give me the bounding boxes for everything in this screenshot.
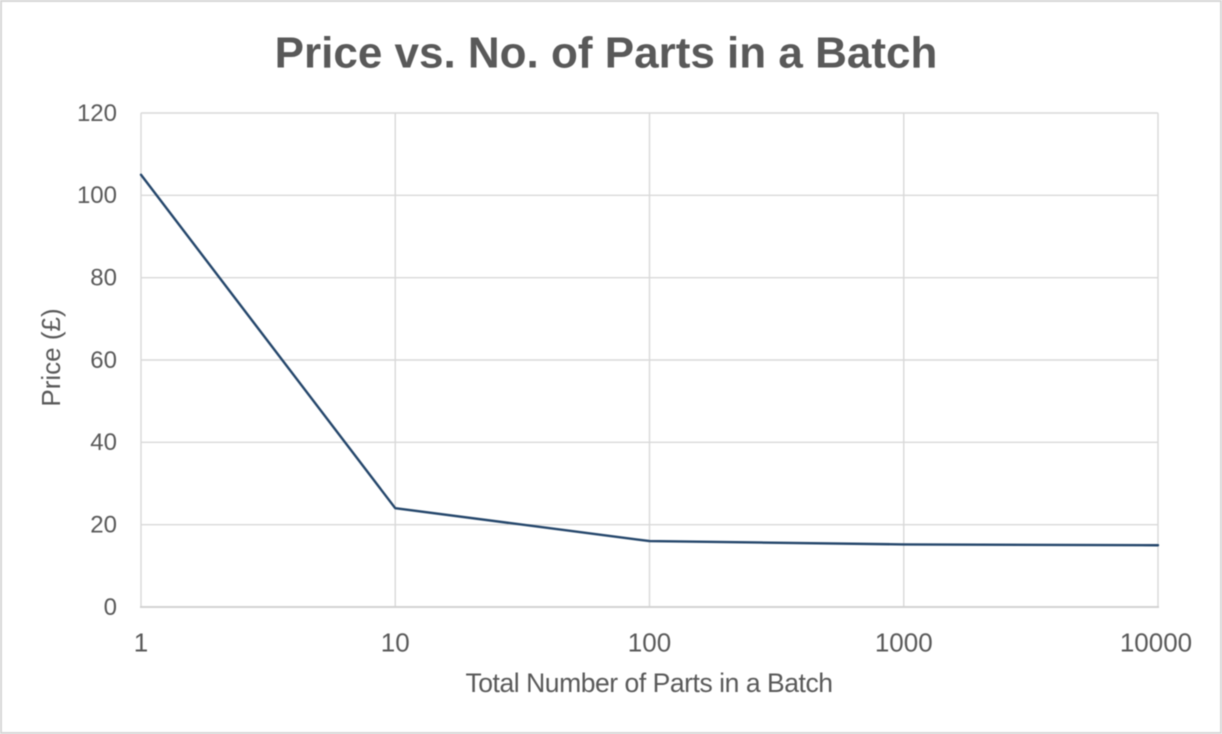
svg-text:100: 100	[77, 182, 117, 209]
svg-text:0: 0	[104, 594, 117, 621]
svg-text:10: 10	[381, 628, 410, 658]
svg-text:Price (£): Price (£)	[36, 308, 66, 406]
svg-text:60: 60	[90, 347, 117, 374]
svg-text:1000: 1000	[875, 628, 933, 658]
svg-text:120: 120	[77, 100, 117, 127]
svg-text:20: 20	[90, 512, 117, 539]
svg-text:1: 1	[134, 628, 148, 658]
svg-text:100: 100	[628, 628, 671, 658]
svg-text:80: 80	[90, 265, 117, 292]
svg-text:Price vs. No. of Parts in a Ba: Price vs. No. of Parts in a Batch	[275, 29, 938, 78]
svg-text:40: 40	[90, 429, 117, 456]
svg-text:10000: 10000	[1120, 628, 1192, 658]
svg-text:Total Number of Parts in a Bat: Total Number of Parts in a Batch	[465, 668, 832, 698]
